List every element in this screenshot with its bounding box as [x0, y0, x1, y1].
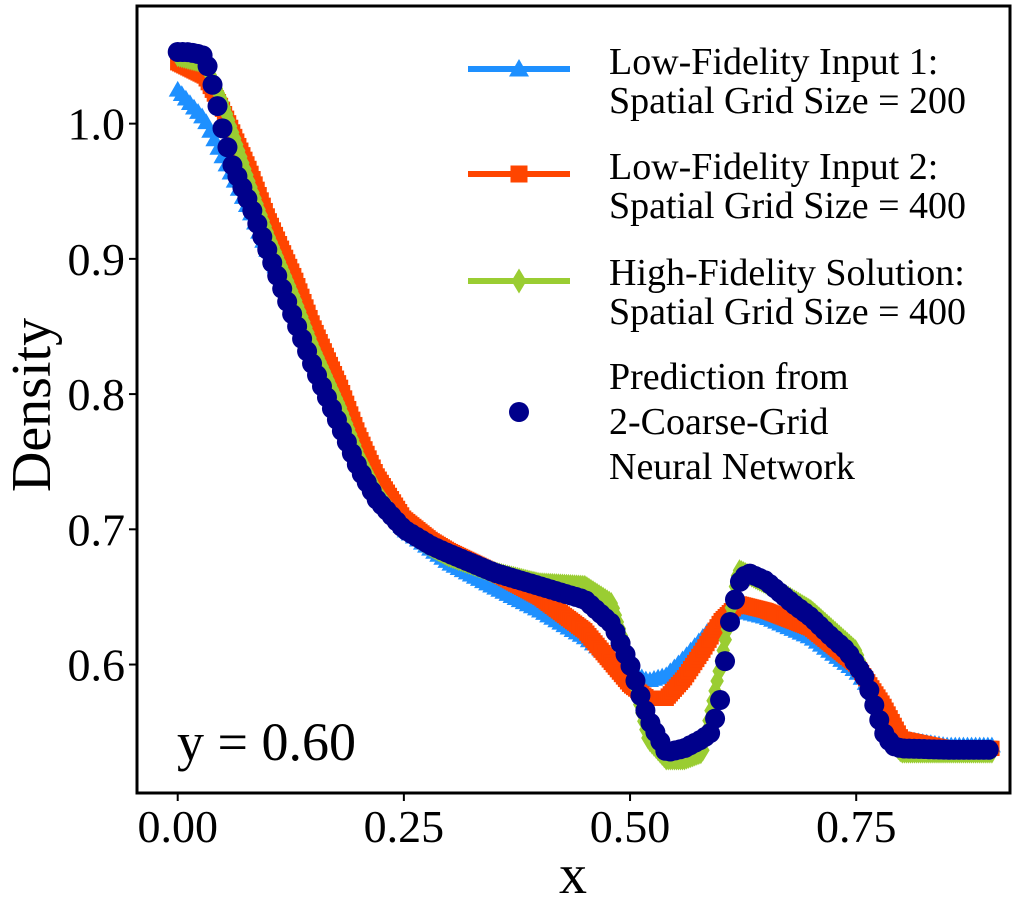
legend-label-line: Spatial Grid Size = 400 — [609, 185, 966, 227]
series-4-point — [710, 690, 731, 711]
series-4-point — [715, 651, 736, 672]
y-tick-label: 1.0 — [68, 99, 126, 150]
legend-label-line: Spatial Grid Size = 200 — [609, 80, 966, 122]
y-tick-label: 0.9 — [68, 234, 126, 285]
series-4-point — [207, 96, 228, 117]
legend-marker — [509, 402, 529, 422]
legend-label-line: Neural Network — [609, 446, 855, 488]
x-tick-label: 0.50 — [590, 801, 671, 852]
legend-marker — [509, 59, 529, 77]
series-4-point — [202, 74, 223, 95]
x-tick-label: 0.00 — [137, 801, 218, 852]
plot-frame — [135, 4, 1012, 795]
legend-label-line: High-Fidelity Solution: — [609, 252, 965, 294]
legend-marker — [511, 268, 527, 294]
legend-label-line: 2-Coarse-Grid — [609, 401, 828, 443]
axes-layer: 0.00 0.25 0.50 0.75 0.6 0.7 0.8 0.9 1.0 — [68, 4, 1012, 852]
y-tick-label: 0.6 — [68, 640, 126, 691]
series-4-point — [197, 56, 218, 77]
legend-marker — [510, 165, 528, 183]
x-tick-label: 0.25 — [364, 801, 445, 852]
series-4-point — [217, 137, 238, 158]
series-4-point — [978, 739, 999, 760]
series-4-point — [705, 708, 726, 729]
series-4-point — [720, 611, 741, 632]
legend-label-line: Low-Fidelity Input 1: — [609, 41, 938, 83]
legend-entry-3: High-Fidelity Solution:Spatial Grid Size… — [468, 252, 966, 333]
series-4 — [167, 41, 999, 762]
annotation-label: y = 0.60 — [177, 712, 356, 772]
legend-label-line: Prediction from — [609, 356, 849, 398]
legend-label-line: Low-Fidelity Input 2: — [609, 146, 938, 188]
series-layer — [167, 41, 1001, 771]
series-4-point — [724, 589, 745, 610]
y-tick-label: 0.7 — [68, 504, 126, 555]
y-axis-label: Density — [1, 318, 63, 492]
x-tick-label: 0.75 — [816, 801, 897, 852]
legend-entry-2: Low-Fidelity Input 2:Spatial Grid Size =… — [468, 146, 966, 227]
legend-entry-1: Low-Fidelity Input 1:Spatial Grid Size =… — [468, 41, 966, 122]
x-axis-label: x — [559, 844, 587, 906]
series-4-point — [212, 118, 233, 139]
legend-label-line: Spatial Grid Size = 400 — [609, 291, 966, 333]
legend: Low-Fidelity Input 1:Spatial Grid Size =… — [468, 41, 966, 488]
y-tick-label: 0.8 — [68, 369, 126, 420]
